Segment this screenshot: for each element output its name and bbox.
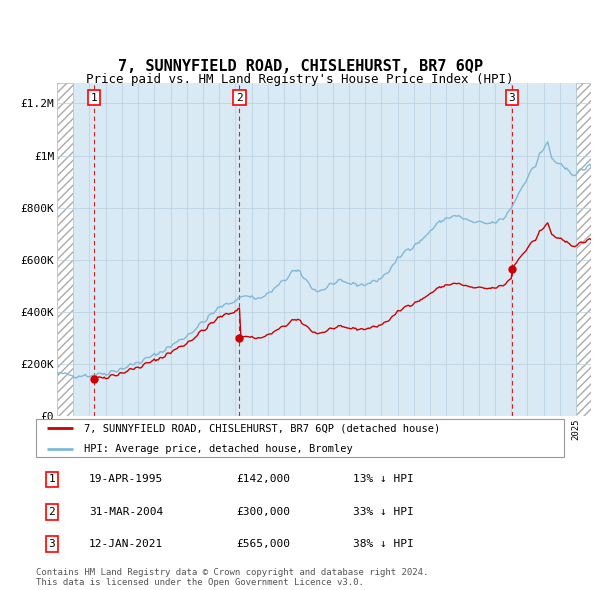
Text: 3: 3 [508, 93, 515, 103]
Text: 2: 2 [236, 93, 243, 103]
FancyBboxPatch shape [36, 419, 564, 457]
Text: 12-JAN-2021: 12-JAN-2021 [89, 539, 163, 549]
Point [235, 333, 244, 343]
Text: £565,000: £565,000 [236, 539, 290, 549]
Text: 38% ↓ HPI: 38% ↓ HPI [353, 539, 413, 549]
Text: 7, SUNNYFIELD ROAD, CHISLEHURST, BR7 6QP: 7, SUNNYFIELD ROAD, CHISLEHURST, BR7 6QP [118, 59, 482, 74]
Point [507, 264, 517, 274]
Text: Price paid vs. HM Land Registry's House Price Index (HPI): Price paid vs. HM Land Registry's House … [86, 73, 514, 86]
Text: 1: 1 [91, 93, 98, 103]
Text: £142,000: £142,000 [236, 474, 290, 484]
Text: Contains HM Land Registry data © Crown copyright and database right 2024.
This d: Contains HM Land Registry data © Crown c… [36, 568, 428, 587]
Text: 7, SUNNYFIELD ROAD, CHISLEHURST, BR7 6QP (detached house): 7, SUNNYFIELD ROAD, CHISLEHURST, BR7 6QP… [83, 424, 440, 434]
Text: 19-APR-1995: 19-APR-1995 [89, 474, 163, 484]
Bar [576, 83, 591, 416]
Bar [57, 83, 73, 416]
Text: 13% ↓ HPI: 13% ↓ HPI [353, 474, 413, 484]
Text: 31-MAR-2004: 31-MAR-2004 [89, 507, 163, 517]
Text: 3: 3 [49, 539, 55, 549]
Text: 2: 2 [49, 507, 55, 517]
Text: 33% ↓ HPI: 33% ↓ HPI [353, 507, 413, 517]
Text: £300,000: £300,000 [236, 507, 290, 517]
Text: HPI: Average price, detached house, Bromley: HPI: Average price, detached house, Brom… [83, 444, 352, 454]
Text: 1: 1 [49, 474, 55, 484]
Point [89, 374, 99, 384]
